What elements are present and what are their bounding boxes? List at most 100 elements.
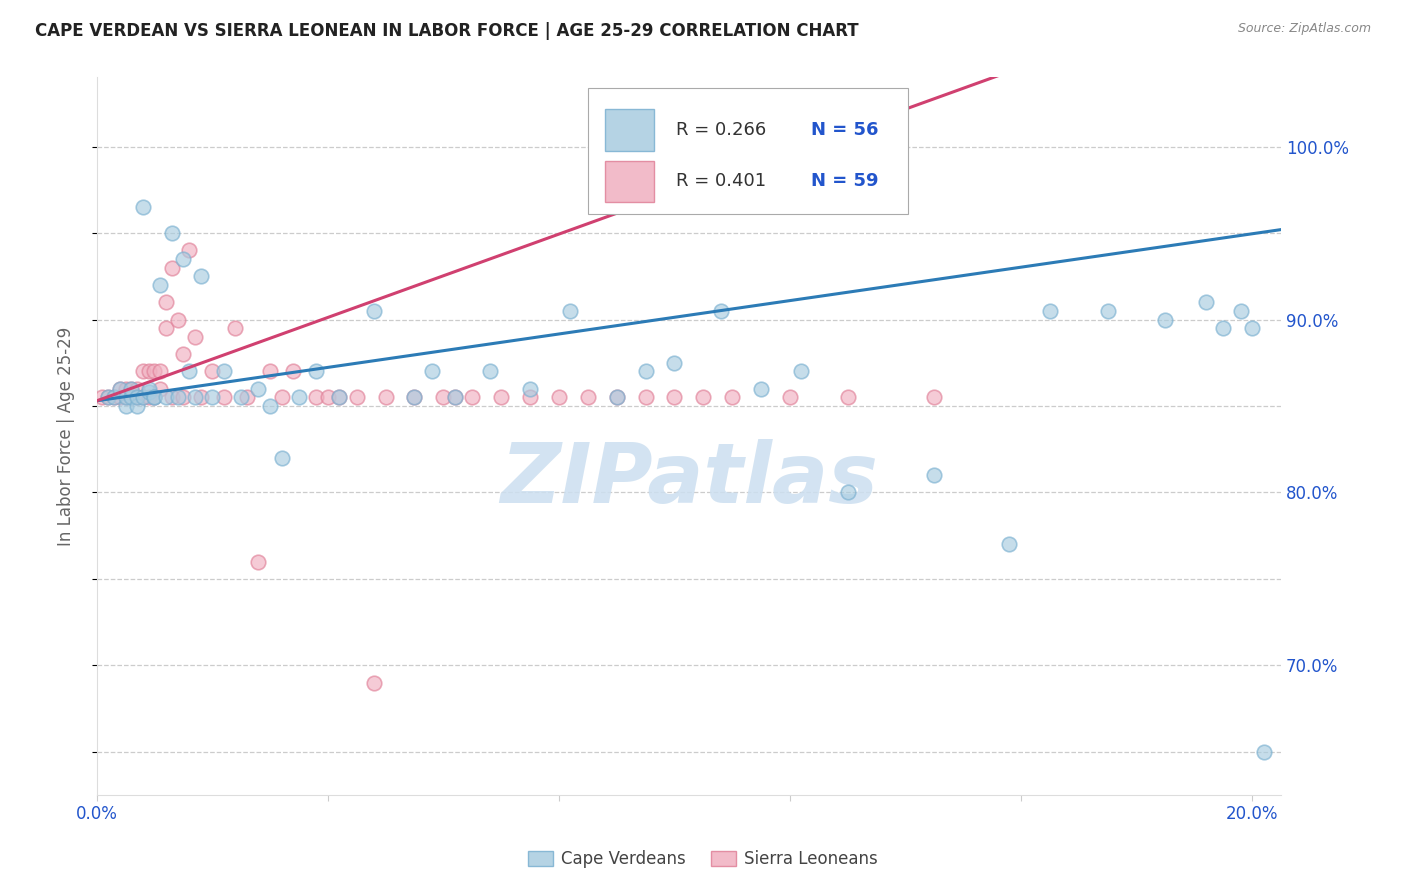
Point [404,390,426,404]
Point [166,390,188,404]
Point [160,260,183,275]
Point [190,390,212,404]
Point [132,364,155,378]
Point [132,200,155,214]
Point [288,390,311,404]
Point [190,269,212,284]
Point [114,399,136,413]
Point [138,385,160,400]
Point [155,295,177,310]
Point [143,390,166,404]
Point [108,382,131,396]
Point [201,390,224,404]
Point [103,390,125,404]
Point [247,382,270,396]
Point [1241,321,1264,335]
Point [270,450,292,465]
Point [519,390,541,404]
Point [998,537,1021,551]
Point [97,390,120,404]
Point [247,555,270,569]
Y-axis label: In Labor Force | Age 25-29: In Labor Force | Age 25-29 [58,326,75,546]
Point [236,390,259,404]
Point [179,244,201,258]
Point [374,390,396,404]
Point [114,382,136,396]
Point [120,390,142,404]
Point [201,364,224,378]
Point [120,390,142,404]
Point [305,364,328,378]
Point [444,390,467,404]
Point [664,390,686,404]
Point [519,382,541,396]
Point [270,390,292,404]
Point [316,390,339,404]
Point [143,390,166,404]
Point [1154,312,1177,326]
Point [212,390,235,404]
Point [404,390,426,404]
Point [143,364,166,378]
Point [259,364,281,378]
Point [127,399,149,413]
Point [114,390,136,404]
Point [363,675,385,690]
Point [179,364,201,378]
Point [1195,295,1218,310]
Point [1097,304,1119,318]
Point [172,252,194,266]
Point [127,382,149,396]
Point [420,364,443,378]
Point [634,390,657,404]
Point [606,390,628,404]
FancyBboxPatch shape [605,109,654,151]
Point [779,390,801,404]
Point [924,390,946,404]
Point [1229,304,1251,318]
Point [461,390,484,404]
Point [576,390,599,404]
Point [346,390,368,404]
Point [91,390,114,404]
Point [103,390,125,404]
Point [132,390,155,404]
Text: R = 0.266: R = 0.266 [676,120,766,139]
Point [489,390,512,404]
Point [120,382,142,396]
Text: ZIPatlas: ZIPatlas [501,439,877,520]
Point [1253,745,1275,759]
Point [634,364,657,378]
Point [160,390,183,404]
Point [664,356,686,370]
Point [120,382,142,396]
Point [229,390,252,404]
Text: N = 56: N = 56 [811,120,879,139]
Point [184,330,207,344]
Point [749,382,772,396]
Point [149,382,172,396]
Point [837,390,859,404]
Point [149,364,172,378]
Point [478,364,501,378]
Point [328,390,350,404]
Text: Source: ZipAtlas.com: Source: ZipAtlas.com [1237,22,1371,36]
Point [1039,304,1062,318]
Point [172,347,194,361]
Point [127,390,149,404]
Point [108,390,131,404]
Point [328,390,350,404]
Point [155,321,177,335]
Point [606,390,628,404]
Point [138,382,160,396]
Text: R = 0.401: R = 0.401 [676,172,766,191]
Point [155,390,177,404]
FancyBboxPatch shape [588,88,908,214]
Text: N = 59: N = 59 [811,172,879,191]
Point [224,321,246,335]
Point [160,226,183,240]
Point [1212,321,1234,335]
Point [138,364,160,378]
Point [127,390,149,404]
Point [560,304,582,318]
